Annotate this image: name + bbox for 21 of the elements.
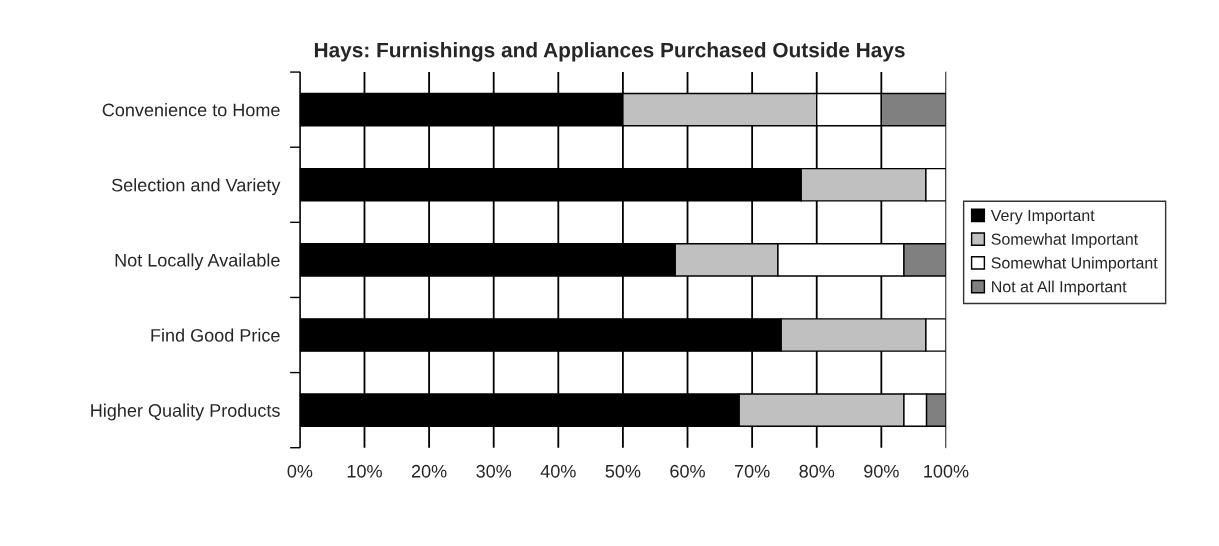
y-tick-label: Selection and Variety [111,178,281,196]
x-tick-label: 20% [411,464,447,478]
x-tick-label: 100% [924,464,969,478]
y-tick-label: Not Locally Available [115,253,280,271]
x-tick-label: 80% [799,464,835,478]
x-tick-label: 70% [734,464,770,478]
y-tick-label: Higher Quality Products [91,403,280,421]
x-tick-label: 40% [540,464,576,478]
legend-label: Somewhat Important [991,233,1139,248]
y-tick-label: Find Good Price [151,328,280,342]
legend-label: Very Important [990,209,1095,225]
x-tick-label: 60% [670,464,705,478]
legend-label: Somewhat Unimportant [991,256,1158,272]
x-tick-label: 90% [864,464,899,478]
x-tick-label: 0% [287,464,313,478]
x-tick-label: 30% [476,464,512,478]
x-tick-label: 10% [347,464,382,478]
chart-title: Hays: Furnishings and Appliances Purchased Outside Hays [314,42,905,62]
y-tick-label: Convenience to Home [102,103,280,117]
x-tick-label: 50% [605,464,641,478]
legend-label: Not at All Important [992,280,1127,296]
